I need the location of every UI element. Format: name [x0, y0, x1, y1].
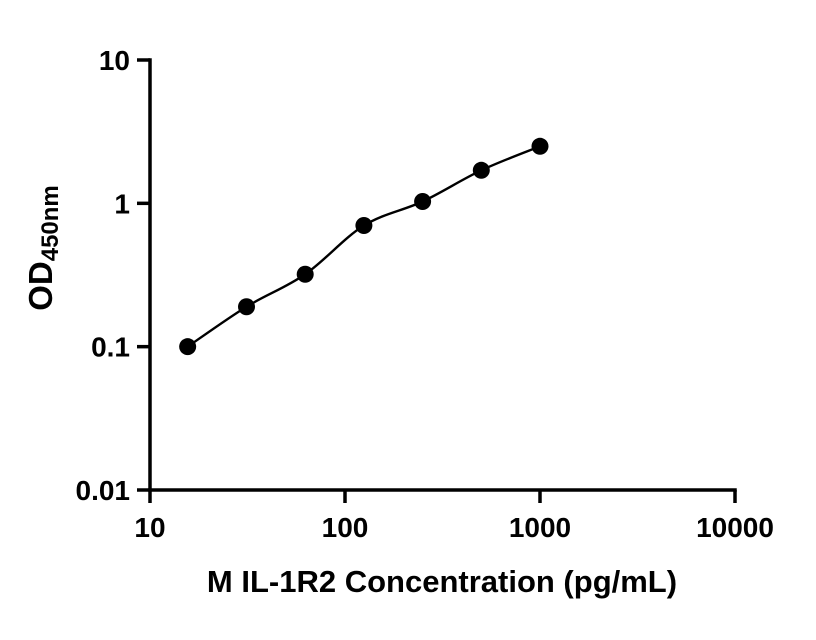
x-tick-label: 10000 — [696, 512, 774, 543]
data-point — [296, 265, 314, 283]
data-point — [238, 298, 255, 316]
data-point — [414, 192, 432, 210]
y-axis-title-sub: 450nm — [37, 185, 64, 261]
x-tick-label: 1000 — [509, 512, 571, 543]
x-tick-label: 10 — [134, 512, 165, 543]
data-point — [179, 338, 197, 356]
x-tick-label: 100 — [322, 512, 369, 543]
y-tick-label: 0.01 — [76, 475, 131, 506]
y-tick-label: 10 — [99, 45, 130, 76]
y-axis: 0.01 0.1 1 10 — [76, 45, 152, 506]
y-tick-label: 1 — [114, 188, 130, 219]
data-point — [531, 137, 549, 155]
data-point — [472, 161, 490, 179]
y-axis-title-main: OD — [22, 261, 59, 311]
x-axis-title: M IL-1R2 Concentration (pg/mL) — [207, 564, 677, 599]
y-axis-title: OD450nm — [22, 185, 64, 311]
data-points — [179, 137, 549, 356]
y-tick-label: 0.1 — [91, 332, 130, 363]
x-axis: 10 100 1000 10000 — [134, 488, 774, 543]
data-point — [355, 217, 373, 235]
